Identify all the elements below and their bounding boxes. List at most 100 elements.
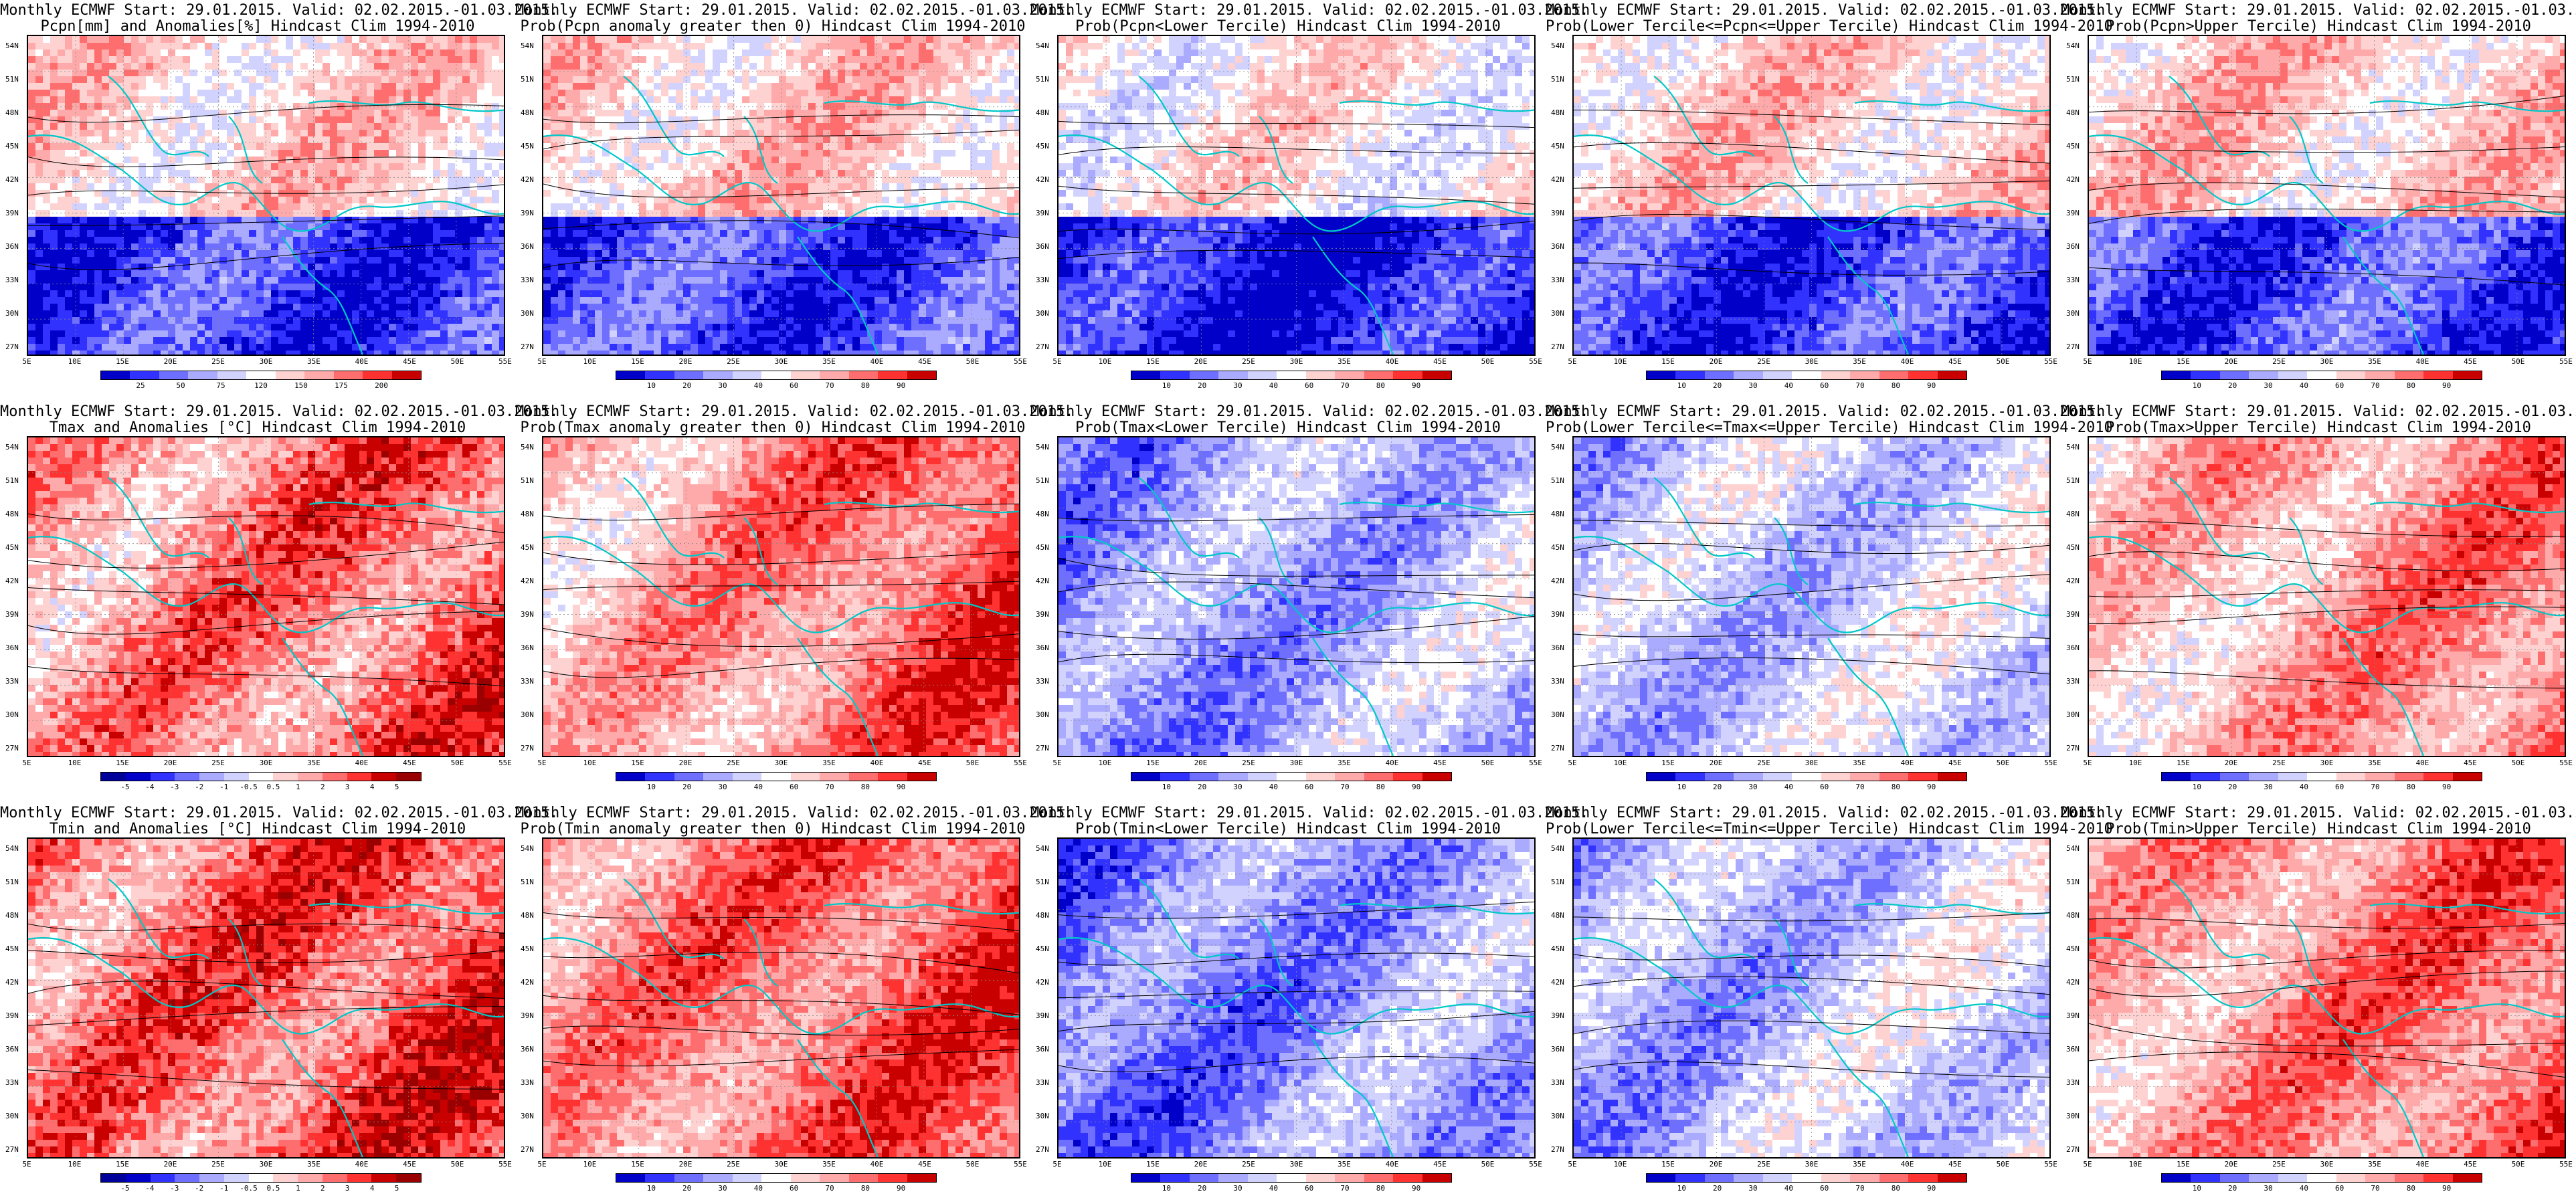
colorbar-tick-label: 90 <box>897 783 905 791</box>
lat-tick-label: 48N <box>1036 510 1056 518</box>
colorbar-swatch <box>1762 1174 1792 1182</box>
colorbar-tick-label: 20 <box>1713 783 1722 791</box>
colorbar-tick-label: 60 <box>1305 1184 1313 1193</box>
colorbar-tick-label: 200 <box>375 381 388 390</box>
lat-tick-label: 54N <box>521 443 541 452</box>
colorbar-swatch <box>1393 1174 1422 1182</box>
colorbar-swatch <box>275 371 305 379</box>
lat-tick-label: 45N <box>5 142 25 150</box>
colorbar-swatch <box>1647 371 1676 379</box>
forecast-map <box>27 35 505 356</box>
colorbar-swatch <box>878 371 907 379</box>
lon-tick-label: 35E <box>1338 357 1351 366</box>
colorbar-tick-label: 70 <box>1340 1184 1349 1193</box>
colorbar-swatch <box>790 773 820 781</box>
colorbar-tick-label: 0.5 <box>267 783 280 791</box>
lat-tick-label: 48N <box>1036 108 1056 117</box>
colorbar <box>2161 772 2482 781</box>
lon-tick-label: 10E <box>2129 759 2142 767</box>
colorbar-swatch <box>732 371 762 379</box>
lat-tick-label: 36N <box>521 242 541 251</box>
lon-tick-label: 10E <box>1099 357 1112 366</box>
lat-tick-label: 30N <box>1036 1112 1056 1120</box>
panel-title-line2: Prob(Tmin<Lower Tercile) Hindcast Clim 1… <box>1030 821 1546 837</box>
lat-tick-label: 30N <box>5 710 25 719</box>
colorbar-swatch <box>790 1174 820 1182</box>
lat-tick-label: 39N <box>5 1011 25 1020</box>
colorbar-swatch <box>322 1174 347 1182</box>
panel-title-line2: Prob(Lower Tercile<=Tmax<=Upper Tercile)… <box>1546 420 2113 436</box>
lon-tick-label: 15E <box>631 1160 644 1169</box>
colorbar-swatch <box>1364 1174 1394 1182</box>
colorbar-swatch <box>2278 371 2308 379</box>
colorbar-swatch <box>2307 371 2336 379</box>
lat-tick-label: 51N <box>1551 75 1571 84</box>
lat-tick-label: 39N <box>5 209 25 217</box>
colorbar-swatch <box>1850 371 1879 379</box>
lon-tick-label: 35E <box>2368 357 2381 366</box>
lat-tick-label: 42N <box>5 978 25 987</box>
colorbar-tick-label: 10 <box>647 1184 656 1193</box>
colorbar-swatch <box>703 773 733 781</box>
lon-tick-label: 35E <box>2368 759 2381 767</box>
panel-title-line1: Monthly ECMWF Start: 29.01.2015. Valid: … <box>515 3 1073 19</box>
lat-tick-label: 42N <box>521 577 541 585</box>
lon-tick-label: 5E <box>1052 759 1061 767</box>
panel-title-line2: Prob(Tmax>Upper Tercile) Hindcast Clim 1… <box>2061 420 2576 436</box>
lat-tick-label: 39N <box>521 610 541 619</box>
lon-tick-label: 40E <box>1901 759 1914 767</box>
map-panel-precip-1: Monthly ECMWF Start: 29.01.2015. Valid: … <box>0 0 558 401</box>
colorbar-tick-label: 80 <box>1376 1184 1385 1193</box>
lat-tick-label: 48N <box>1036 911 1056 920</box>
colorbar-tick-label: 70 <box>825 381 834 390</box>
lon-tick-label: 15E <box>1146 1160 1160 1169</box>
colorbar-tick-label: 5 <box>395 1184 399 1193</box>
lat-tick-label: 45N <box>1036 142 1056 150</box>
lon-tick-label: 50E <box>1997 759 2010 767</box>
lat-tick-label: 27N <box>1036 744 1056 752</box>
colorbar-tick-label: 150 <box>294 381 308 390</box>
lon-tick-label: 50E <box>1997 357 2010 366</box>
colorbar-swatch <box>1704 1174 1734 1182</box>
colorbar-swatch <box>1364 371 1394 379</box>
colorbar-tick-label: 20 <box>2228 1184 2237 1193</box>
map-panel-precip-5: Monthly ECMWF Start: 29.01.2015. Valid: … <box>2061 0 2576 401</box>
colorbar-swatch <box>2336 371 2366 379</box>
lon-tick-label: 5E <box>537 759 546 767</box>
lon-tick-label: 55E <box>1014 759 1027 767</box>
colorbar-tick-label: 30 <box>718 381 727 390</box>
lat-tick-label: 51N <box>521 878 541 886</box>
colorbar-tick-label: 30 <box>2264 783 2272 791</box>
colorbar-swatch <box>2249 773 2278 781</box>
lon-tick-label: 30E <box>260 1160 273 1169</box>
lon-tick-label: 35E <box>822 357 836 366</box>
colorbar-swatch <box>878 1174 907 1182</box>
panel-title-line1: Monthly ECMWF Start: 29.01.2015. Valid: … <box>1546 3 2104 19</box>
lon-tick-label: 35E <box>307 357 320 366</box>
lon-tick-label: 5E <box>22 357 31 366</box>
colorbar-swatch <box>732 1174 762 1182</box>
lat-tick-label: 30N <box>5 1112 25 1120</box>
lon-tick-label: 25E <box>727 1160 740 1169</box>
colorbar-tick-label: 20 <box>682 783 691 791</box>
lat-tick-label: 42N <box>521 978 541 987</box>
lat-tick-label: 36N <box>2066 1045 2086 1054</box>
lat-tick-label: 51N <box>1551 878 1571 886</box>
lon-tick-label: 55E <box>2559 1160 2573 1169</box>
forecast-map <box>27 837 505 1159</box>
colorbar-swatch <box>616 773 646 781</box>
colorbar-swatch <box>1364 773 1394 781</box>
lon-tick-label: 25E <box>1757 1160 1770 1169</box>
lon-tick-label: 15E <box>2177 1160 2190 1169</box>
colorbar-tick-label: 20 <box>1198 381 1206 390</box>
lon-tick-label: 45E <box>403 1160 416 1169</box>
colorbar-tick-label: 10 <box>1677 783 1686 791</box>
lon-tick-label: 5E <box>1568 1160 1576 1169</box>
colorbar-swatch <box>1647 773 1676 781</box>
colorbar-tick-label: -2 <box>195 783 203 791</box>
lon-tick-label: 50E <box>2512 1160 2525 1169</box>
lon-tick-label: 45E <box>918 357 931 366</box>
colorbar-swatch <box>2394 773 2424 781</box>
lon-tick-label: 40E <box>1386 759 1399 767</box>
colorbar-swatch <box>223 773 249 781</box>
